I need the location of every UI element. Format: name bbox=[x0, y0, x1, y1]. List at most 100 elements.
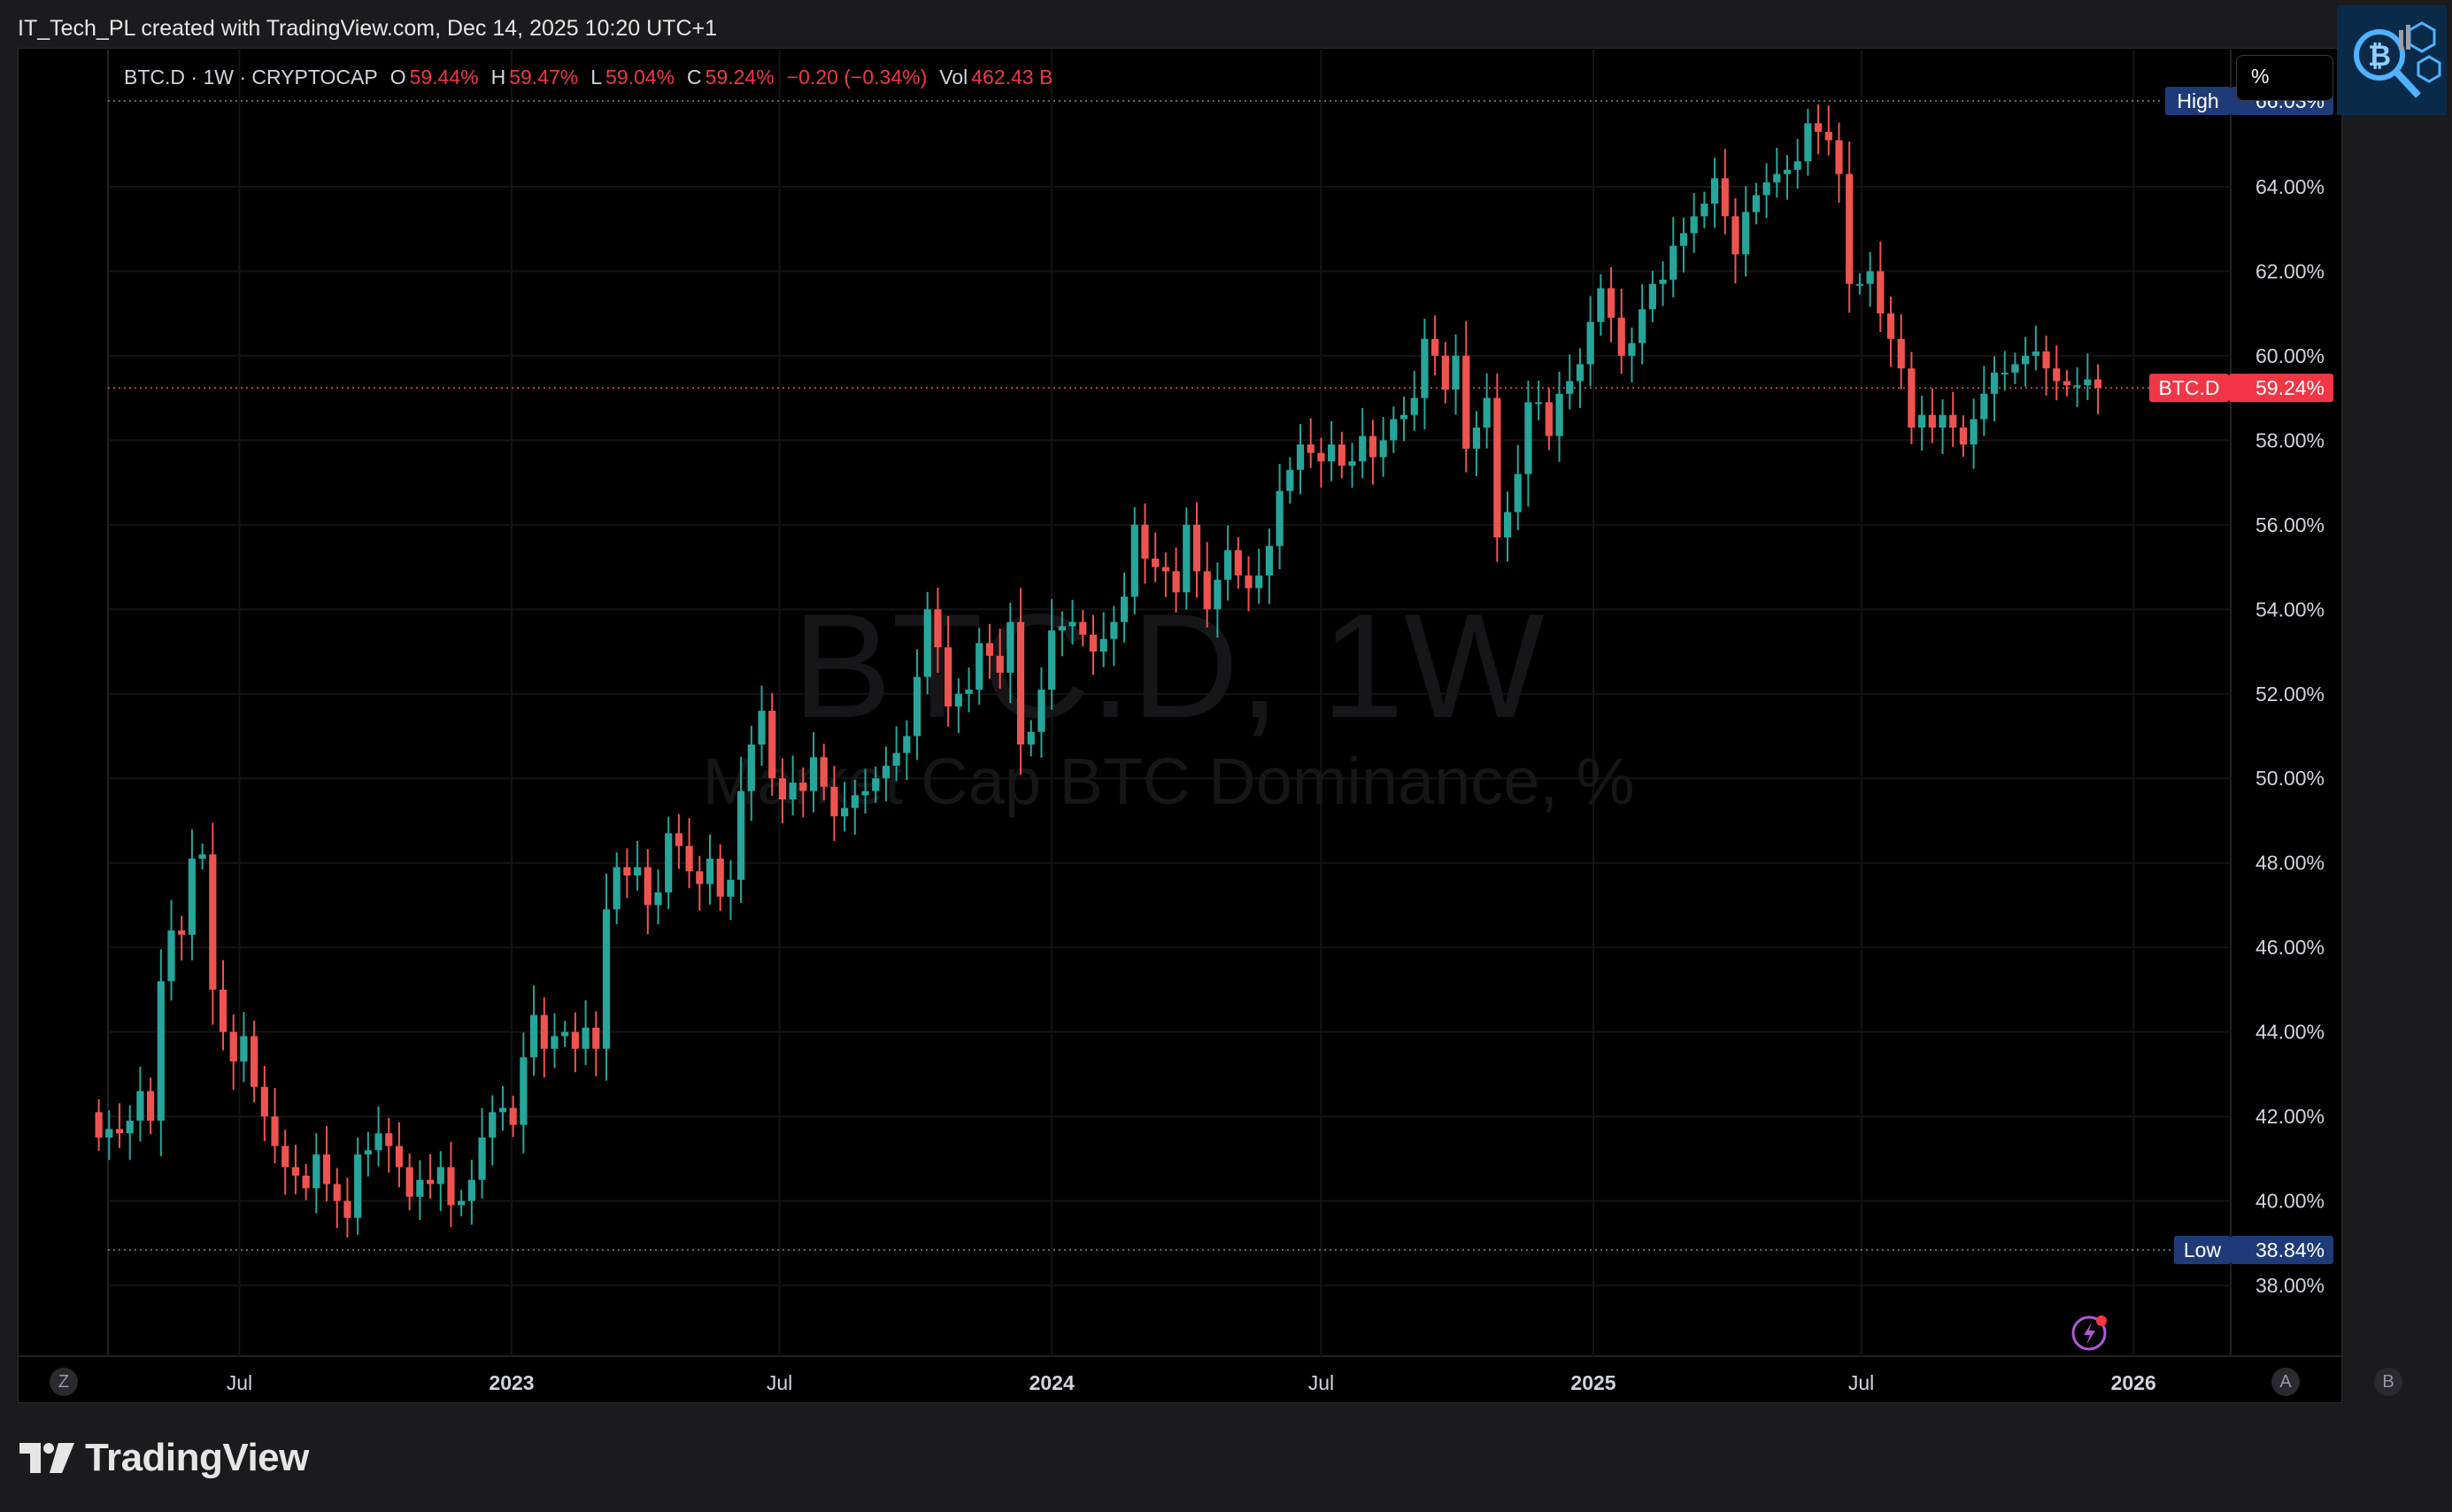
candle-body bbox=[260, 1086, 268, 1117]
legend-close-value: 59.24% bbox=[705, 66, 775, 89]
candle-body bbox=[582, 1027, 590, 1049]
candle-body bbox=[147, 1091, 155, 1121]
tradingview-logo[interactable]: TradingView bbox=[19, 1436, 309, 1480]
candle-body bbox=[478, 1138, 486, 1180]
price-tick-label: 40.00% bbox=[2255, 1190, 2325, 1213]
candle-body bbox=[489, 1112, 497, 1138]
candle-body bbox=[436, 1167, 444, 1184]
candle-body bbox=[1493, 397, 1501, 538]
candle-body bbox=[1089, 634, 1098, 652]
candle-body bbox=[2063, 381, 2071, 386]
candle-body bbox=[1099, 638, 1107, 652]
candle-body bbox=[1348, 461, 1356, 466]
candle-body bbox=[312, 1154, 320, 1189]
candle-body bbox=[841, 807, 849, 817]
candle-body bbox=[1130, 524, 1138, 597]
candle-body bbox=[1535, 402, 1543, 405]
candle-body bbox=[529, 1014, 538, 1058]
candle-body bbox=[1886, 313, 1895, 339]
candle-body bbox=[2042, 351, 2050, 369]
candle-body bbox=[1949, 414, 1957, 428]
candle-body bbox=[1296, 444, 1305, 470]
candle-body bbox=[520, 1057, 528, 1125]
price-tick-label: 56.00% bbox=[2255, 513, 2325, 536]
candle-body bbox=[498, 1107, 507, 1113]
candle-body bbox=[2011, 364, 2019, 373]
time-tick-label: 2023 bbox=[489, 1371, 534, 1394]
candle-body bbox=[1183, 524, 1191, 593]
low-badge-value: 38.84% bbox=[2255, 1238, 2325, 1261]
candle-body bbox=[1379, 440, 1387, 458]
axis-b-button[interactable]: B bbox=[2374, 1368, 2402, 1396]
legend-symbol[interactable]: BTC.D · 1W · CRYPTOCAP bbox=[124, 66, 378, 89]
candle-body bbox=[1866, 271, 1874, 284]
candle-body bbox=[1152, 559, 1160, 567]
candle-body bbox=[571, 1031, 579, 1049]
candle-body bbox=[1555, 393, 1563, 436]
candle-body bbox=[1815, 123, 1823, 132]
price-tick-label: 58.00% bbox=[2255, 428, 2325, 451]
candle-body bbox=[633, 867, 642, 876]
btc-magnifier-logo-icon: ₿ bbox=[2337, 5, 2447, 115]
candle-body bbox=[354, 1154, 362, 1218]
candle-body bbox=[1223, 550, 1232, 580]
candle-body bbox=[1503, 512, 1512, 538]
lightning-icon[interactable] bbox=[2071, 1315, 2107, 1351]
candle-body bbox=[613, 867, 621, 910]
price-tick-label: 42.00% bbox=[2255, 1105, 2325, 1128]
candle-body bbox=[934, 609, 942, 648]
time-tick-label: 2025 bbox=[1570, 1371, 1615, 1394]
candle-body bbox=[737, 791, 745, 880]
axis-auto-button[interactable]: A bbox=[2271, 1368, 2300, 1396]
candle-body bbox=[136, 1091, 144, 1121]
candle-body bbox=[1607, 288, 1615, 318]
candle-body bbox=[1338, 444, 1346, 466]
price-tick-label: 50.00% bbox=[2255, 767, 2325, 790]
candle-body bbox=[1441, 355, 1449, 390]
candle-body bbox=[1846, 174, 1854, 284]
candle-body bbox=[1161, 567, 1169, 572]
price-tick-label: 54.00% bbox=[2255, 598, 2325, 621]
candle-body bbox=[1928, 414, 1936, 428]
candle-body bbox=[333, 1184, 341, 1201]
high-badge-label-bg bbox=[2165, 87, 2231, 115]
candle-body bbox=[509, 1107, 517, 1125]
unit-toggle-button[interactable]: % bbox=[2236, 55, 2333, 101]
candle-body bbox=[1006, 621, 1014, 673]
candle-body bbox=[913, 676, 921, 737]
axis-zoom-button[interactable]: Z bbox=[50, 1368, 78, 1396]
time-tick-label: 2024 bbox=[1029, 1371, 1075, 1394]
candle-body bbox=[1016, 621, 1025, 745]
candle-body bbox=[954, 693, 962, 707]
candle-body bbox=[602, 909, 611, 1049]
candle-body bbox=[1710, 178, 1719, 204]
candle-body bbox=[1639, 309, 1646, 343]
candle-body bbox=[447, 1167, 455, 1206]
time-tick-label: 2026 bbox=[2111, 1371, 2156, 1394]
time-tick-label: Jul bbox=[1848, 1371, 1874, 1394]
candle-body bbox=[126, 1120, 134, 1134]
legend-vol-label: Vol bbox=[939, 66, 968, 89]
candle-body bbox=[1410, 397, 1418, 415]
candle-body bbox=[209, 854, 217, 990]
price-tick-label: 60.00% bbox=[2255, 344, 2325, 367]
candle-body bbox=[882, 765, 891, 779]
candle-body bbox=[830, 786, 838, 817]
candle-body bbox=[945, 647, 952, 707]
candle-body bbox=[1214, 579, 1222, 610]
candle-body bbox=[1566, 381, 1574, 394]
svg-text:₿: ₿ bbox=[2368, 40, 2391, 72]
candle-body bbox=[985, 643, 994, 656]
candle-body bbox=[1431, 338, 1439, 356]
candle-body bbox=[1079, 621, 1087, 635]
candle-body bbox=[1037, 689, 1045, 732]
candle-body bbox=[198, 854, 206, 859]
chart-frame[interactable] bbox=[18, 48, 2342, 1403]
candle-body bbox=[965, 689, 973, 694]
candle-body bbox=[291, 1167, 300, 1176]
candle-body bbox=[1721, 178, 1729, 217]
candle-body bbox=[1234, 550, 1242, 576]
candle-body bbox=[1141, 524, 1149, 559]
candle-body bbox=[1804, 123, 1812, 162]
